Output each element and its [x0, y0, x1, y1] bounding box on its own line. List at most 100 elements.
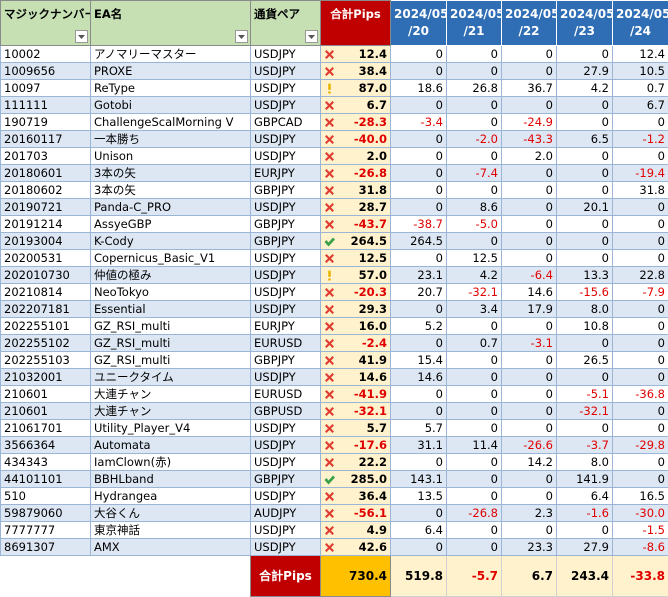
magic-number: 20193004: [1, 233, 91, 250]
date-header[interactable]: 2024/05/21: [447, 1, 502, 46]
daily-pips: 8.0: [557, 454, 613, 471]
daily-pips: 0: [502, 182, 557, 199]
daily-pips: -7.9: [613, 284, 668, 301]
daily-pips: 0: [391, 46, 447, 63]
daily-pips: 0: [391, 131, 447, 148]
daily-pips: 0: [447, 114, 502, 131]
status-icon: [323, 303, 336, 316]
daily-pips: 2.3: [502, 505, 557, 522]
daily-pips: 0: [447, 539, 502, 556]
daily-pips: 20.1: [557, 199, 613, 216]
daily-pips: 0: [391, 97, 447, 114]
magic-number: 21032001: [1, 369, 91, 386]
daily-pips: -7.4: [447, 165, 502, 182]
total-pips: 16.0: [321, 318, 391, 335]
magic-number: 21061701: [1, 420, 91, 437]
daily-pips: -26.6: [502, 437, 557, 454]
ea-name: Unison: [91, 148, 251, 165]
daily-pips: 0: [502, 488, 557, 505]
daily-pips: 14.6: [502, 284, 557, 301]
ea-name: 東京神話: [91, 522, 251, 539]
date-header-line: /22: [505, 23, 553, 40]
header-cell[interactable]: EA名: [91, 1, 251, 46]
ea-name: ユニークタイム: [91, 369, 251, 386]
daily-pips: -6.4: [502, 267, 557, 284]
daily-pips: 14.6: [391, 369, 447, 386]
date-header-line: 2024/05: [560, 6, 609, 23]
total-value: 87.0: [359, 81, 387, 95]
status-icon: [323, 184, 336, 197]
daily-pips: -19.4: [613, 165, 668, 182]
header-cell[interactable]: マジックナンバー: [1, 1, 91, 46]
ea-name: GZ_RSI_multi: [91, 318, 251, 335]
daily-pips: -1.6: [557, 505, 613, 522]
footer-daily: 243.4: [557, 556, 613, 597]
ea-name: 3本の矢: [91, 165, 251, 182]
date-header[interactable]: 2024/05/23: [557, 1, 613, 46]
daily-pips: 0: [557, 165, 613, 182]
currency-pair: USDJPY: [251, 301, 321, 318]
daily-pips: -2.0: [447, 131, 502, 148]
status-icon: [323, 405, 336, 418]
daily-pips: -3.1: [502, 335, 557, 352]
daily-pips: 18.6: [391, 80, 447, 97]
status-icon: [323, 388, 336, 401]
total-value: 31.8: [359, 183, 387, 197]
status-icon: [323, 269, 336, 282]
daily-pips: 0: [502, 97, 557, 114]
daily-pips: 0: [447, 148, 502, 165]
currency-pair: USDJPY: [251, 437, 321, 454]
daily-pips: -24.9: [502, 114, 557, 131]
daily-pips: 26.8: [447, 80, 502, 97]
total-pips: 4.9: [321, 522, 391, 539]
magic-number: 1009656: [1, 63, 91, 80]
currency-pair: USDJPY: [251, 131, 321, 148]
total-value: 285.0: [351, 472, 387, 486]
daily-pips: 31.1: [391, 437, 447, 454]
magic-number: 20210814: [1, 284, 91, 301]
daily-pips: 0: [613, 335, 668, 352]
date-header[interactable]: 2024/05/20: [391, 1, 447, 46]
daily-pips: 10.8: [557, 318, 613, 335]
currency-pair: USDJPY: [251, 97, 321, 114]
header-cell[interactable]: 合計Pips: [321, 1, 391, 46]
ea-name: 大谷くん: [91, 505, 251, 522]
filter-button[interactable]: [75, 30, 88, 43]
total-value: -28.3: [354, 115, 387, 129]
daily-pips: -38.7: [391, 216, 447, 233]
date-header-line: 2024/05: [505, 6, 553, 23]
status-icon: [323, 473, 336, 486]
filter-button[interactable]: [305, 30, 318, 43]
total-pips: 87.0: [321, 80, 391, 97]
status-icon: [323, 507, 336, 520]
date-header[interactable]: 2024/05/24: [613, 1, 668, 46]
status-icon: [323, 167, 336, 180]
header-cell[interactable]: 通貨ペア: [251, 1, 321, 46]
magic-number: 20180601: [1, 165, 91, 182]
total-value: -41.9: [354, 387, 387, 401]
header-text: EA名: [94, 7, 122, 21]
daily-pips: 0: [502, 216, 557, 233]
total-pips: 264.5: [321, 233, 391, 250]
ea-name: 仲値の極み: [91, 267, 251, 284]
status-icon: [323, 490, 336, 503]
date-header-line: /20: [394, 23, 443, 40]
daily-pips: 8.6: [447, 199, 502, 216]
currency-pair: USDJPY: [251, 454, 321, 471]
status-icon: [323, 439, 336, 452]
total-value: 42.6: [359, 540, 387, 554]
ea-name: AssyeGBP: [91, 216, 251, 233]
date-header[interactable]: 2024/05/22: [502, 1, 557, 46]
magic-number: 20190721: [1, 199, 91, 216]
daily-pips: 0: [391, 505, 447, 522]
ea-name: Hydrangea: [91, 488, 251, 505]
status-icon: [323, 252, 336, 265]
status-icon: [323, 99, 336, 112]
daily-pips: 0: [613, 369, 668, 386]
daily-pips: -8.6: [613, 539, 668, 556]
daily-pips: 264.5: [391, 233, 447, 250]
daily-pips: 6.7: [613, 97, 668, 114]
filter-button[interactable]: [235, 30, 248, 43]
magic-number: 20160117: [1, 131, 91, 148]
